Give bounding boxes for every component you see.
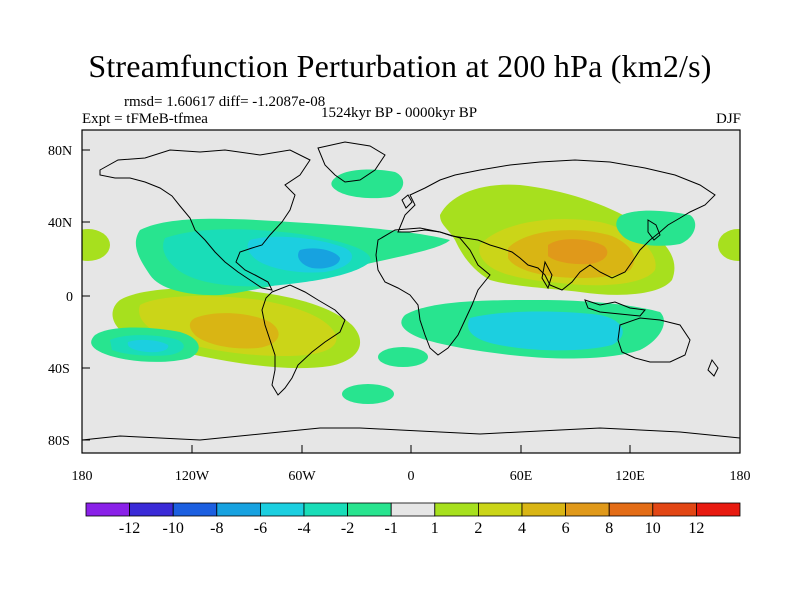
lon-label-180e: 180 <box>730 469 751 484</box>
contour-natl-neg1 <box>331 169 404 199</box>
colorbar-label: -10 <box>163 520 184 537</box>
colorbar-label: 4 <box>518 520 526 537</box>
colorbar-swatch <box>608 502 654 517</box>
contour-nwpac-neg1 <box>616 210 696 246</box>
colorbar-swatch <box>303 502 348 517</box>
colorbar-labels: -12 -10 -8 -6 -4 -2 -1 1 2 4 6 8 10 12 <box>119 520 704 537</box>
colorbar-label: -8 <box>210 520 223 537</box>
lon-label-60w: 60W <box>288 469 316 484</box>
contour-sepac-neg3 <box>127 339 169 353</box>
coastline-new-zealand <box>707 358 719 377</box>
coastline-australia <box>617 317 691 363</box>
colorbar-swatch <box>434 502 479 517</box>
lat-label-80n: 80N <box>48 144 72 159</box>
lat-label-0: 0 <box>66 290 73 305</box>
lat-ticks <box>82 149 90 441</box>
colorbar-swatch <box>347 502 392 517</box>
colorbar-label: 10 <box>645 520 661 537</box>
colorbar-label: -6 <box>254 520 267 537</box>
coastline-uk <box>401 194 413 209</box>
lon-labels: 180 120W 60W 0 60E 120E 180 <box>72 469 751 484</box>
coastline-antarctica <box>82 427 740 441</box>
coastline-japan <box>647 219 661 241</box>
colorbar-label: -4 <box>297 520 310 537</box>
lat-label-80s: 80S <box>48 434 70 449</box>
lon-label-0: 0 <box>408 469 415 484</box>
season-label: DJF <box>715 111 741 127</box>
colorbar-swatch <box>565 502 610 517</box>
contour-asia-pos4 <box>548 239 608 265</box>
colorbar-label: 12 <box>688 520 704 537</box>
lon-label-180w: 180 <box>72 469 93 484</box>
colorbar-label: -2 <box>341 520 354 537</box>
coastline-greenland <box>317 141 386 183</box>
colorbar-label: -12 <box>119 520 140 537</box>
lat-label-40s: 40S <box>48 362 70 377</box>
contour-west-edge-pos <box>82 229 110 261</box>
colorbar-label: 2 <box>474 520 482 537</box>
lon-ticks <box>81 445 741 453</box>
plot-title: Streamfunction Perturbation at 200 hPa (… <box>88 48 712 84</box>
colorbar-swatch <box>172 502 218 517</box>
colorbar-label: 1 <box>431 520 439 537</box>
lon-label-120w: 120W <box>175 469 210 484</box>
coastlines <box>82 141 740 441</box>
colorbar-swatch <box>521 502 566 517</box>
contour-southern-neg1 <box>342 384 394 404</box>
contour-satl-neg1 <box>378 347 428 367</box>
colorbar-swatch <box>259 502 305 517</box>
colorbar-label: -1 <box>385 520 398 537</box>
stats-line: rmsd= 1.60617 diff= -1.2087e-08 <box>124 94 326 110</box>
contour-east-edge-pos <box>718 229 740 261</box>
colorbar-label: 6 <box>562 520 570 537</box>
colorbar-swatch <box>216 502 261 517</box>
colorbar <box>85 502 741 517</box>
colorbar-swatch <box>85 502 130 517</box>
experiment-label: Expt = tFMeB-tfmea <box>82 111 208 127</box>
coastline-eurasia <box>397 159 716 291</box>
colorbar-swatch <box>696 502 741 517</box>
period-label: 1524kyr BP - 0000kyr BP <box>321 105 478 121</box>
contour-indian-neg3 <box>468 311 623 351</box>
lat-labels: 80N 40N 0 40S 80S <box>48 144 73 449</box>
colorbar-label: 8 <box>605 520 613 537</box>
colorbar-swatch <box>477 502 523 517</box>
coastline-indonesia <box>584 299 646 317</box>
coastline-north-america <box>99 149 311 291</box>
lon-label-120e: 120E <box>615 469 645 484</box>
colorbar-swatch <box>652 502 697 517</box>
contour-fields <box>82 169 740 404</box>
colorbar-swatch <box>390 502 436 517</box>
coastline-india <box>541 260 553 290</box>
lon-label-60e: 60E <box>510 469 533 484</box>
coastline-south-america <box>261 284 346 396</box>
contour-samerica-pos3 <box>189 313 279 349</box>
contour-npac-neg4 <box>298 248 340 269</box>
lat-label-40n: 40N <box>48 216 72 231</box>
colorbar-swatch <box>129 502 174 517</box>
